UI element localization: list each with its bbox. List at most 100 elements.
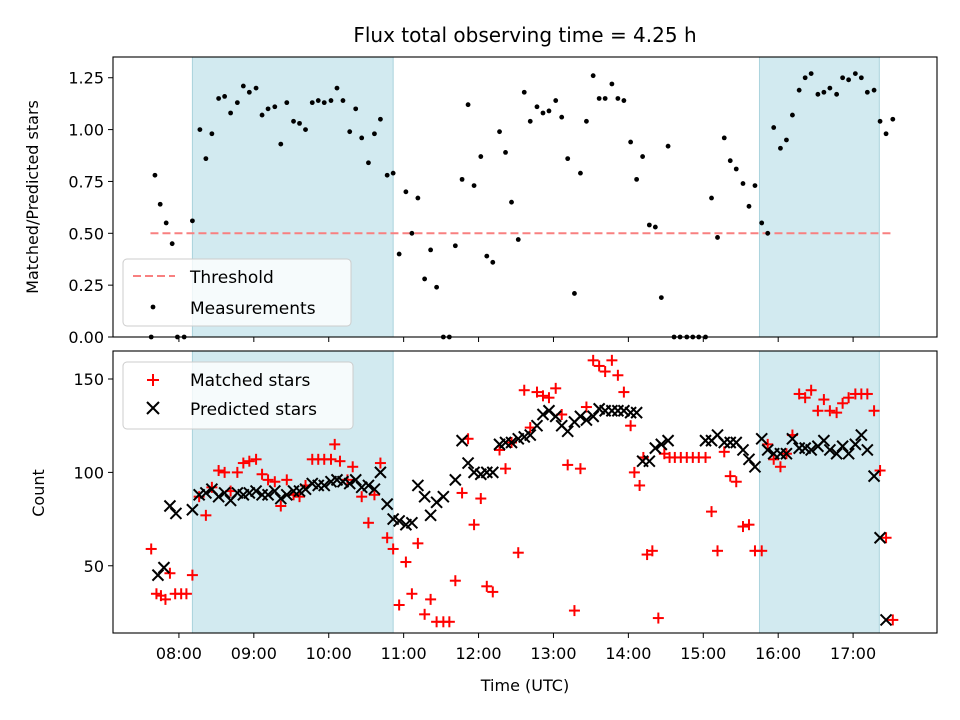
predicted-star-point [486,466,499,479]
matched-star-point [164,567,176,579]
matched-star-point [419,608,431,620]
matched-star-point [887,614,899,626]
measurement-point [658,295,664,300]
measurement-point [621,98,627,103]
legend-predicted-label: Predicted stars [190,400,317,420]
measurement-point [378,116,383,122]
measurement-point [559,114,565,120]
matched-star-point [599,366,611,378]
matched-star-point [537,390,549,402]
matched-star-point [568,605,580,617]
predicted-star-point [418,490,431,503]
measurement-point [640,154,646,159]
matched-star-points [145,354,899,628]
measurement-point [834,91,840,97]
measurement-point [297,120,302,126]
matched-star-point [756,545,768,557]
measurement-point [309,100,315,106]
measurement-point [584,118,589,124]
matched-star-point [737,521,749,533]
measurement-point [827,85,833,91]
legend-measurements-label: Measurements [190,299,316,319]
predicted-star-point [392,514,406,528]
predicted-star-points [151,402,893,627]
predicted-star-point [549,410,562,423]
top-y-axis: 0.00 0.25 0.50 0.75 1.00 1.25 [68,69,113,347]
x-tick-label: 10:00 [306,644,352,663]
measurement-point [665,143,671,149]
predicted-star-point [830,447,843,460]
matched-star-point [356,491,368,503]
matched-star-point [606,354,618,366]
measurement-point [334,85,340,91]
measurement-point [746,203,752,209]
measurement-point [765,230,771,236]
matched-star-point [574,463,586,475]
measurement-point [422,276,428,282]
predicted-star-point [169,507,183,520]
matched-star-point [400,556,412,568]
measurement-point [565,156,571,162]
measurement-point [871,87,877,93]
matched-star-point [334,455,346,467]
matched-star-point [443,616,455,628]
measurement-point [234,100,240,106]
predicted-star-point [836,440,849,453]
predicted-star-point [855,428,868,442]
predicted-star-point [761,443,774,457]
measurement-point [572,291,577,296]
measurement-point [890,116,896,122]
matched-star-point [768,453,780,465]
matched-star-point [824,405,836,417]
matched-star-point [243,455,255,467]
measurement-point [216,96,222,101]
matched-star-point [587,354,599,366]
x-tick-label: 14:00 [605,644,651,663]
matched-star-point [387,543,399,555]
predicted-star-point [561,425,574,438]
matched-star-point [200,509,212,521]
bottom-legend: Matched stars Predicted stars [122,361,354,430]
shaded-interval-2 [759,351,880,633]
measurement-point [546,108,552,114]
measurement-point [359,135,365,141]
bottom-y-axis: 50 100 150 [73,370,113,576]
legend-predicted-swatch [146,401,160,415]
measurement-point [152,172,158,178]
matched-star-point [475,493,487,505]
matched-star-point [831,407,843,419]
predicted-star-point [661,434,675,447]
bottom-panel: 50 100 150 08:00 09:00 10:00 11:00 12:00 13:00 1… [29,350,938,695]
measurement-point [540,110,546,116]
matched-star-point [818,394,830,406]
x-tick-label: 15:00 [680,644,726,663]
matched-star-point [393,599,405,611]
predicted-star-point [268,484,282,498]
matched-star-point [730,476,742,488]
matched-star-point [550,382,562,394]
predicted-star-point [318,479,331,492]
measurement-point [471,183,477,188]
measurement-point [396,251,402,257]
legend-measurements-swatch [150,304,156,310]
y-tick-label: 0.75 [68,172,104,191]
matched-star-point [329,438,341,450]
measurement-point [740,181,746,186]
matched-star-point [580,401,592,413]
predicted-star-point [574,410,587,423]
matched-star-point [231,466,243,478]
matched-star-point [593,360,605,372]
matched-star-point [374,457,386,469]
predicted-star-point [649,441,662,455]
measurement-point [509,199,514,205]
measurement-point [646,222,652,228]
matched-star-point [145,543,157,555]
measurement-point [347,129,353,135]
predicted-star-point [424,509,437,522]
matched-star-point [186,569,198,581]
matched-star-point [700,451,712,463]
predicted-star-point [151,568,165,582]
matched-star-point [281,474,293,486]
measurement-point [484,253,490,259]
measurement-point [203,156,209,162]
